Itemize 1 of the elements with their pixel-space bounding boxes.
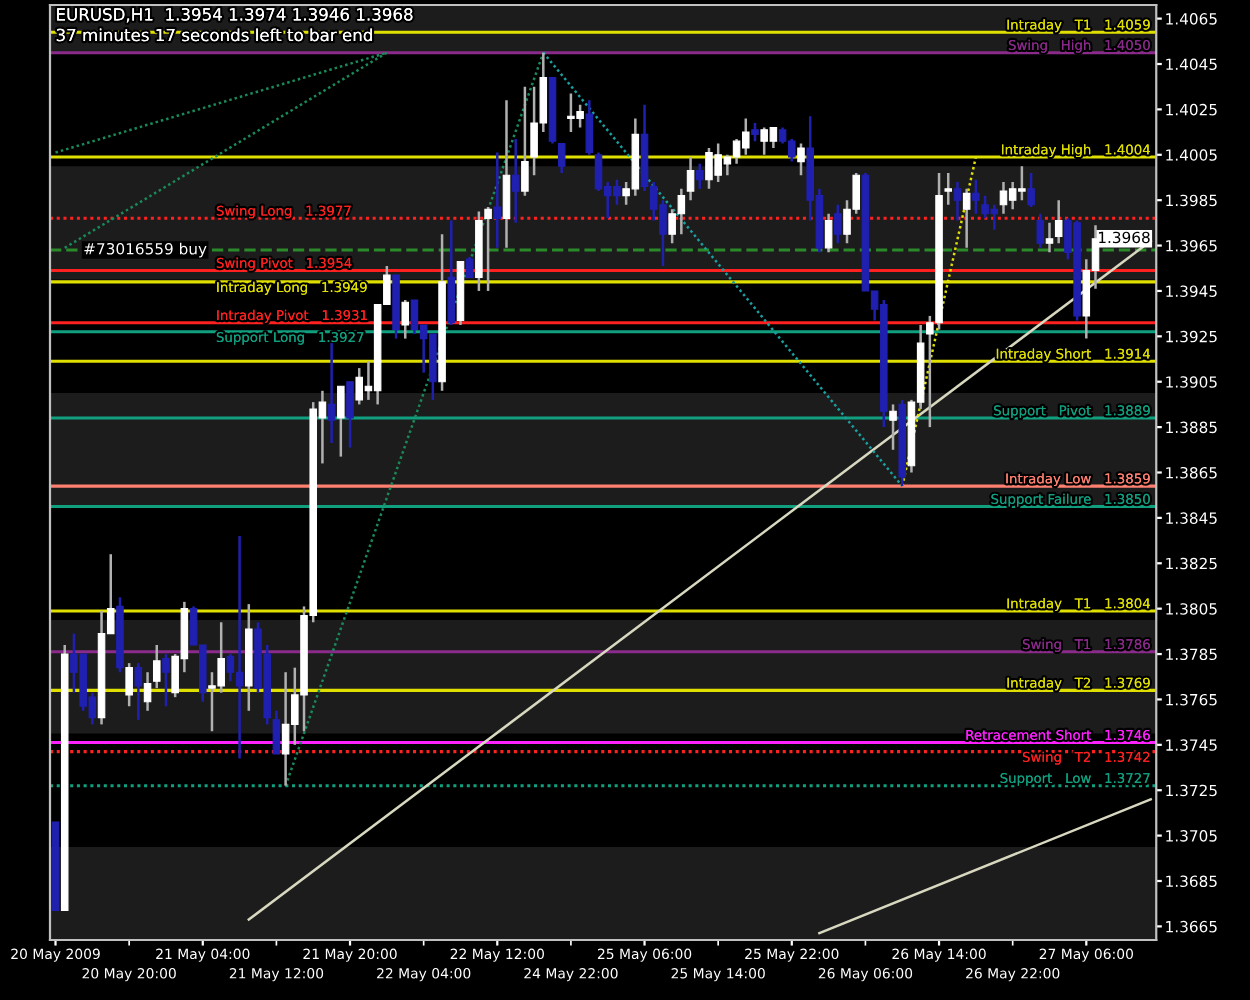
chart-title: EURUSD,H1 1.3954 1.3974 1.3946 1.3968 [57,8,413,23]
